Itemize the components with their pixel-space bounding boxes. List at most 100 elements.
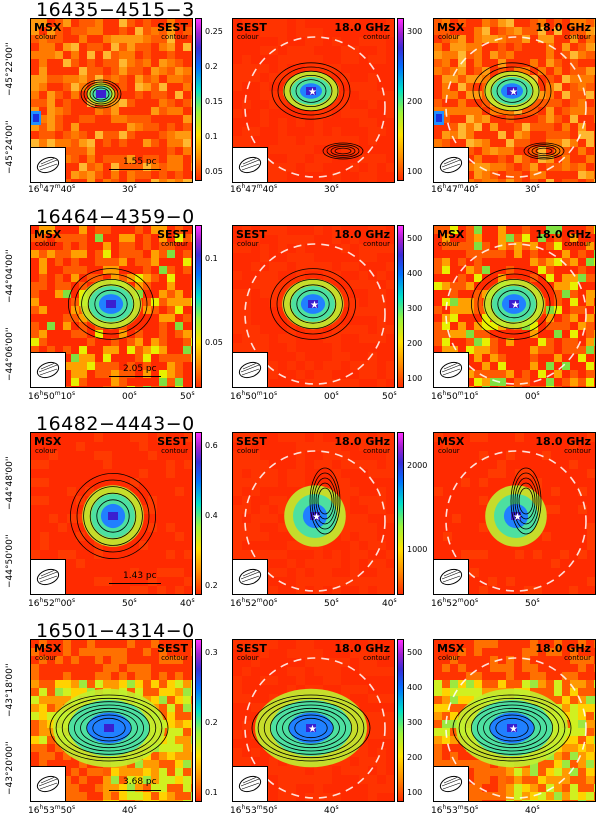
star-marker: ★ — [509, 724, 518, 735]
ra-label: 40s — [122, 804, 137, 816]
label-colour: colour — [438, 240, 460, 248]
scale-bar — [109, 583, 161, 584]
beam-ellipse-box — [233, 559, 268, 594]
image-map: ★ — [434, 640, 595, 801]
label-sest: SEST — [157, 435, 188, 448]
label-msx: MSX — [34, 21, 62, 34]
panel-r2-c1: MSX colour SEST contour 2.05 pc — [30, 225, 193, 388]
label-sest: SEST — [236, 435, 267, 448]
panel-r3-c1: MSX colour SEST contour 1.43 pc — [30, 432, 193, 595]
label-contour: contour — [564, 447, 591, 455]
ra-label: 00s — [122, 390, 137, 402]
label-frequency: 18.0 GHz — [334, 228, 390, 241]
beam-ellipse-box — [434, 147, 469, 182]
label-colour: colour — [237, 33, 259, 41]
ra-label: 16h50m10s — [230, 390, 278, 402]
colorbar-tick-label: 500 — [407, 234, 423, 243]
colorbar-tick-label: 0.3 — [205, 648, 218, 657]
ra-label: 40s — [382, 597, 397, 609]
colorbar-tick-label: 200 — [407, 339, 423, 348]
label-sest: SEST — [157, 21, 188, 34]
ra-label: 16h52m00s — [28, 597, 76, 609]
colorbar-tick-label: 0.25 — [205, 27, 223, 36]
label-contour: contour — [161, 447, 188, 455]
colorbar — [397, 639, 404, 802]
label-colour: colour — [35, 447, 57, 455]
colorbar-tick-label: 0.2 — [205, 62, 218, 71]
label-contour: contour — [161, 654, 188, 662]
ra-label: 16h53m50s — [28, 804, 76, 816]
panel-r4-c3: ★ MSX colour 18.0 GHz contour — [433, 639, 596, 802]
beam-ellipse-box — [31, 147, 66, 182]
panel-r1-c2: ★ SEST colour 18.0 GHz contour — [232, 18, 395, 183]
panel-r2-c3: ★ MSX colour 18.0 GHz contour — [433, 225, 596, 388]
colorbar-tick-label: 0.2 — [205, 581, 218, 590]
colorbar-tick-label: 2000 — [407, 461, 428, 470]
scale-bar-label: 3.68 pc — [123, 777, 157, 787]
colorbar — [195, 18, 202, 181]
label-contour: contour — [363, 33, 390, 41]
beam-ellipse-box — [434, 766, 469, 801]
colorbar — [397, 432, 404, 595]
dec-label-bottom: −44°06'00'' — [5, 327, 15, 381]
panel-r2-c2: ★ SEST colour 18.0 GHz contour — [232, 225, 395, 388]
image-map: ★ — [233, 226, 394, 387]
panel-r1-c1: MSX colour SEST contour 1.55 pc — [30, 18, 193, 183]
label-msx: MSX — [437, 435, 465, 448]
label-colour: colour — [438, 654, 460, 662]
colorbar — [195, 432, 202, 595]
source-title: 16435−4515−3 — [36, 0, 195, 21]
ra-label: 00s — [525, 390, 540, 402]
colorbar-tick-label: 100 — [407, 788, 423, 797]
ra-label: 16h50m10s — [431, 390, 479, 402]
image-map: ★ — [233, 19, 394, 182]
dec-label-top: −43°18'00'' — [5, 663, 15, 717]
label-msx: MSX — [437, 21, 465, 34]
scale-bar-label: 1.43 pc — [123, 571, 157, 581]
image-map — [31, 640, 192, 801]
colorbar-tick-label: 100 — [407, 167, 423, 176]
panel-r4-c1: MSX colour SEST contour 3.68 pc — [30, 639, 193, 802]
colorbar-tick-label: 0.1 — [205, 788, 218, 797]
beam-ellipse-box — [233, 352, 268, 387]
colorbar-tick-label: 400 — [407, 269, 423, 278]
dec-label-top: −44°48'00'' — [5, 456, 15, 510]
colorbar-tick-label: 300 — [407, 304, 423, 313]
ra-label: 30s — [122, 183, 137, 195]
label-contour: contour — [564, 654, 591, 662]
label-sest: SEST — [236, 21, 267, 34]
colorbar — [195, 225, 202, 388]
ra-label: 16h50m10s — [28, 390, 76, 402]
panel-r1-c3: ★ MSX colour 18.0 GHz contour — [433, 18, 596, 183]
scale-bar — [109, 169, 161, 170]
ra-label: 30s — [324, 183, 339, 195]
colorbar-tick-label: 400 — [407, 683, 423, 692]
star-marker: ★ — [308, 724, 317, 735]
colorbar-tick-label: 0.1 — [205, 254, 218, 263]
label-colour: colour — [237, 654, 259, 662]
label-msx: MSX — [34, 642, 62, 655]
label-sest: SEST — [157, 228, 188, 241]
colorbar-tick-label: 0.4 — [205, 511, 218, 520]
ra-label: 40s — [525, 804, 540, 816]
panel-r3-c2: ★ SEST colour 18.0 GHz contour — [232, 432, 395, 595]
dec-label-bottom: −44°50'00'' — [5, 534, 15, 588]
label-msx: MSX — [437, 228, 465, 241]
image-map — [31, 433, 192, 594]
beam-ellipse-box — [233, 147, 268, 182]
beam-ellipse-box — [233, 766, 268, 801]
dec-label-top: −45°22'00'' — [5, 42, 15, 96]
label-colour: colour — [237, 447, 259, 455]
ra-label: 16h53m50s — [431, 804, 479, 816]
label-frequency: 18.0 GHz — [535, 21, 591, 34]
label-contour: contour — [363, 240, 390, 248]
label-contour: contour — [363, 447, 390, 455]
label-sest: SEST — [236, 228, 267, 241]
colorbar-tick-label: 0.05 — [205, 338, 223, 347]
star-marker: ★ — [513, 512, 522, 523]
label-frequency: 18.0 GHz — [535, 642, 591, 655]
label-contour: contour — [161, 33, 188, 41]
scale-bar — [109, 376, 161, 377]
dec-label-bottom: −43°20'00'' — [5, 741, 15, 795]
label-frequency: 18.0 GHz — [334, 642, 390, 655]
